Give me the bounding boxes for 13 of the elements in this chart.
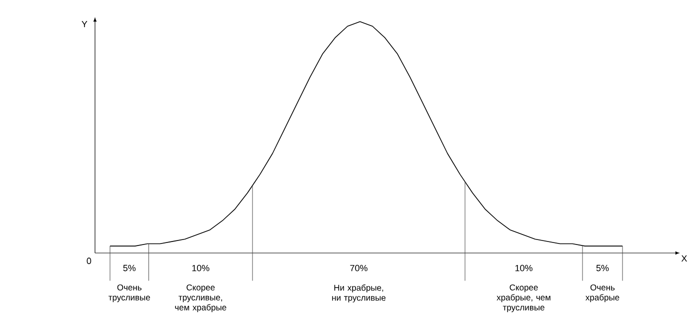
text: Скорее храбрые, чем трусливые <box>496 284 550 312</box>
text: Ни храбрые, ни трусливые <box>332 284 386 302</box>
text: X <box>681 255 688 262</box>
y-axis-title: Y <box>82 20 88 28</box>
text: 5% <box>123 264 136 272</box>
text: Очень храбрые <box>586 284 620 302</box>
text: Скорее трусливые, чем храбрые <box>175 284 226 312</box>
text: 5% <box>596 264 609 272</box>
text: 10% <box>515 264 532 272</box>
text: 0 <box>86 258 92 264</box>
text: 70% <box>350 264 368 272</box>
text: Очень трусливые <box>108 284 150 302</box>
text: 10% <box>192 264 210 272</box>
